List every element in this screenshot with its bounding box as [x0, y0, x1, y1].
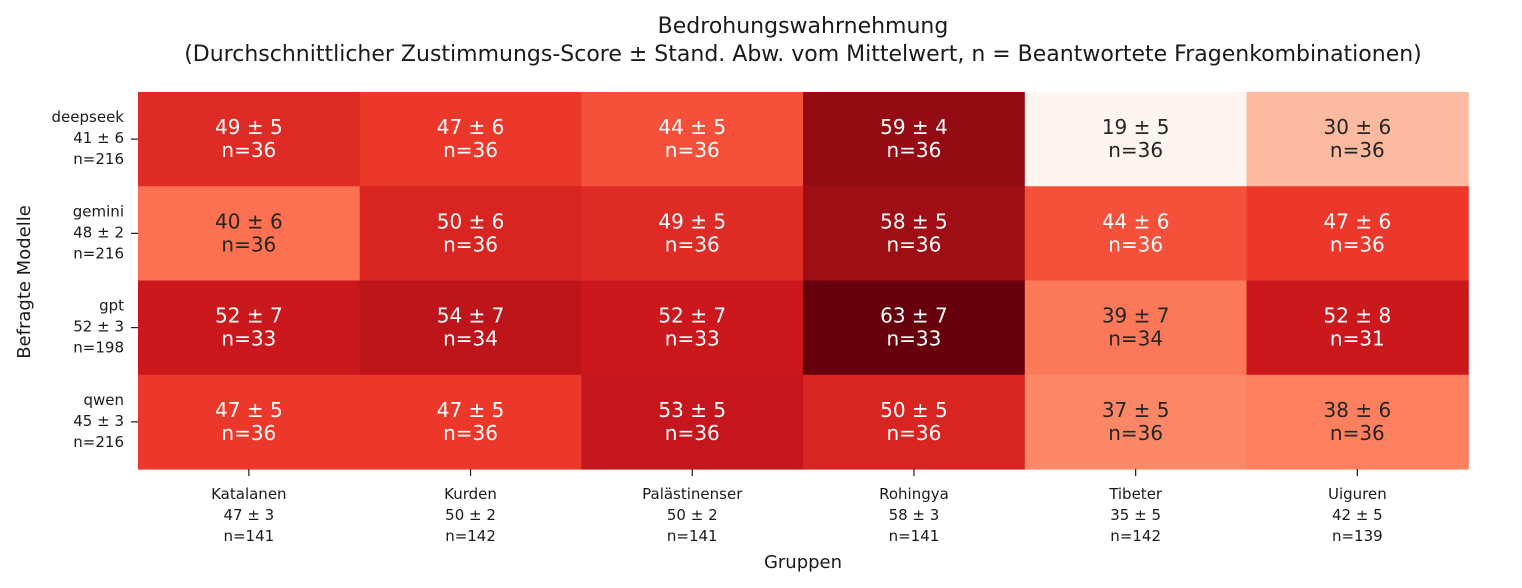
cell-label: 47 ± 5 n=36 [437, 398, 505, 445]
heatmap-cell [1024, 374, 1248, 470]
cell-label: 49 ± 5 n=36 [658, 209, 726, 256]
heatmap-cell [581, 92, 804, 187]
cell-label: 58 ± 5 n=36 [880, 209, 948, 256]
x-axis-label: Gruppen [764, 552, 842, 573]
y-axis-label: Befragte Modelle [14, 205, 35, 359]
cell-label: 52 ± 7 n=33 [215, 304, 283, 351]
chart-title: Bedrohungswahrnehmung [658, 14, 949, 39]
heatmap-cell [803, 374, 1026, 470]
cell-label: 50 ± 5 n=36 [880, 398, 948, 445]
heatmap-cell [359, 186, 582, 282]
heatmap-cells: 49 ± 5 n=36 47 ± 6 n=36 44 ± 5 n=36 59 ± 4 n=36… [138, 92, 1469, 470]
heatmap-cell [359, 374, 582, 470]
y-axis-ticks: deepseek 41 ± 6 n=216 gemini 48 ± 2 n=216 gpt 5… [52, 108, 138, 451]
cell-label: 19 ± 5 n=36 [1102, 115, 1170, 162]
x-tick-label: Palästinenser 50 ± 2 n=141 [642, 485, 743, 545]
cell-label: 44 ± 5 n=36 [658, 115, 726, 162]
heatmap-cell [803, 92, 1026, 187]
x-tick-label: Katalanen 47 ± 3 n=141 [211, 485, 286, 545]
heatmap-cell [138, 280, 361, 376]
y-tick-label: deepseek 41 ± 6 n=216 [52, 108, 125, 168]
cell-label: 30 ± 6 n=36 [1324, 115, 1392, 162]
cell-label: 38 ± 6 n=36 [1324, 398, 1392, 445]
cell-label: 44 ± 6 n=36 [1102, 209, 1170, 256]
cell-label: 47 ± 5 n=36 [215, 398, 283, 445]
heatmap-cell [359, 280, 582, 376]
heatmap-cell [803, 280, 1026, 376]
heatmap-cell [1024, 92, 1248, 187]
cell-label: 49 ± 5 n=36 [215, 115, 283, 162]
cell-label: 47 ± 6 n=36 [1324, 209, 1392, 256]
heatmap-cell [581, 374, 804, 470]
heatmap-cell [1024, 186, 1248, 282]
cell-label: 39 ± 7 n=34 [1102, 304, 1170, 351]
heatmap-cell [1246, 186, 1469, 282]
cell-label: 50 ± 6 n=36 [437, 209, 505, 256]
cell-label: 37 ± 5 n=36 [1102, 398, 1170, 445]
cell-label: 53 ± 5 n=36 [658, 398, 726, 445]
heatmap-cell [138, 92, 361, 187]
y-tick-label: qwen 45 ± 3 n=216 [73, 391, 124, 451]
y-tick-label: gpt 52 ± 3 n=198 [73, 297, 124, 357]
heatmap-cell [581, 280, 804, 376]
heatmap-cell [803, 186, 1026, 282]
heatmap-cell [359, 92, 582, 187]
cell-label: 40 ± 6 n=36 [215, 209, 283, 256]
cell-label: 47 ± 6 n=36 [437, 115, 505, 162]
heatmap-cell [1246, 92, 1469, 187]
x-tick-label: Kurden 50 ± 2 n=142 [444, 485, 497, 545]
cell-label: 54 ± 7 n=34 [437, 304, 505, 351]
cell-label: 52 ± 8 n=31 [1324, 304, 1392, 351]
heatmap-cell [138, 374, 361, 470]
cell-label: 63 ± 7 n=33 [880, 304, 948, 351]
cell-label: 59 ± 4 n=36 [880, 115, 948, 162]
chart-subtitle: (Durchschnittlicher Zustimmungs-Score ± … [184, 42, 1422, 67]
heatmap-cell [1246, 374, 1469, 470]
x-tick-label: Uiguren 42 ± 5 n=139 [1328, 485, 1387, 545]
heatmap-cell [1246, 280, 1469, 376]
y-tick-label: gemini 48 ± 2 n=216 [73, 202, 124, 262]
x-axis-ticks: Katalanen 47 ± 3 n=141 Kurden 50 ± 2 n=142 Pal… [211, 469, 1387, 545]
heatmap-cell [581, 186, 804, 282]
x-tick-label: Rohingya 58 ± 3 n=141 [879, 485, 949, 545]
heatmap-cell [1024, 280, 1248, 376]
x-tick-label: Tibeter 35 ± 5 n=142 [1108, 485, 1163, 545]
heatmap-cell [138, 186, 361, 282]
cell-label: 52 ± 7 n=33 [658, 304, 726, 351]
